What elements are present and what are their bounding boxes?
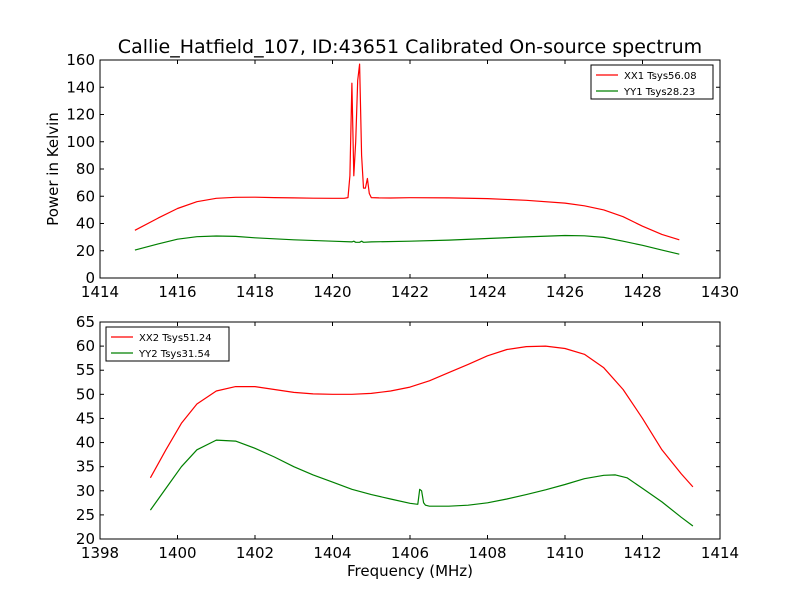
y-tick-label: 45 [76, 409, 95, 427]
series-line-1 [134, 63, 680, 241]
legend-label: YY1 Tsys28.23 [623, 87, 695, 98]
y-tick-label: 20 [76, 242, 95, 260]
legend-box [590, 64, 714, 100]
y-tick-label: 20 [76, 530, 95, 548]
x-tick-label: 1414 [81, 283, 119, 301]
x-tick-label: 1402 [236, 544, 274, 562]
x-tick-label: 1426 [546, 283, 584, 301]
x-tick-label: 1406 [391, 544, 429, 562]
x-tick-label: 1408 [468, 544, 506, 562]
figure-title: Callie_Hatfield_107, ID:43651 Calibrated… [118, 36, 702, 58]
y-tick-label: 50 [76, 385, 95, 403]
x-tick-label: 1410 [546, 544, 584, 562]
legend-label: XX2 Tsys51.24 [139, 333, 212, 344]
x-tick-label: 1418 [236, 283, 274, 301]
x-tick-label: 1414 [701, 544, 739, 562]
x-tick-label: 1404 [313, 544, 351, 562]
x-tick-label: 1416 [158, 283, 196, 301]
series-line-1 [149, 345, 694, 488]
y-tick-label: 80 [76, 160, 95, 178]
y-tick-label: 60 [76, 337, 95, 355]
series-line-2 [134, 234, 680, 255]
y-tick-label: 160 [66, 51, 95, 69]
y-tick-label: 120 [66, 106, 95, 124]
series-line-2 [149, 439, 694, 527]
x-tick-label: 1430 [701, 283, 739, 301]
y-tick-label: 60 [76, 187, 95, 205]
y-tick-label: 40 [76, 434, 95, 452]
y-tick-label: 65 [76, 313, 95, 331]
legend-label: YY2 Tsys31.54 [138, 349, 210, 360]
y-tick-label: 40 [76, 215, 95, 233]
y-tick-label: 100 [66, 133, 95, 151]
y-tick-label: 140 [66, 78, 95, 96]
y-axis-label-top: Power in Kelvin [44, 112, 62, 226]
x-tick-label: 1422 [391, 283, 429, 301]
y-tick-label: 25 [76, 506, 95, 524]
legend: XX1 Tsys56.08 YY1 Tsys28.23 [590, 64, 714, 100]
spectrum-chart-top: 1414 1416 1418 1420 1422 1424 1426 1428 1430 0 20 4… [66, 51, 739, 301]
x-tick-label: 1420 [313, 283, 351, 301]
x-tick-label: 1412 [623, 544, 661, 562]
y-tick-label: 35 [76, 458, 95, 476]
legend: XX2 Tsys51.24 YY2 Tsys31.54 [105, 326, 230, 362]
x-tick-label: 1398 [81, 544, 119, 562]
x-tick-label: 1428 [623, 283, 661, 301]
y-tick-label: 30 [76, 482, 95, 500]
y-tick-label: 55 [76, 361, 95, 379]
legend-box [105, 326, 230, 362]
y-tick-label: 0 [85, 269, 95, 287]
x-tick-label: 1400 [158, 544, 196, 562]
legend-label: XX1 Tsys56.08 [624, 71, 697, 82]
x-axis-label-bottom: Frequency (MHz) [347, 562, 473, 580]
x-tick-label: 1424 [468, 283, 506, 301]
spectrum-chart-bottom: 1398 1400 1402 1404 1406 1408 1410 1412 1414 20 25… [76, 313, 739, 562]
